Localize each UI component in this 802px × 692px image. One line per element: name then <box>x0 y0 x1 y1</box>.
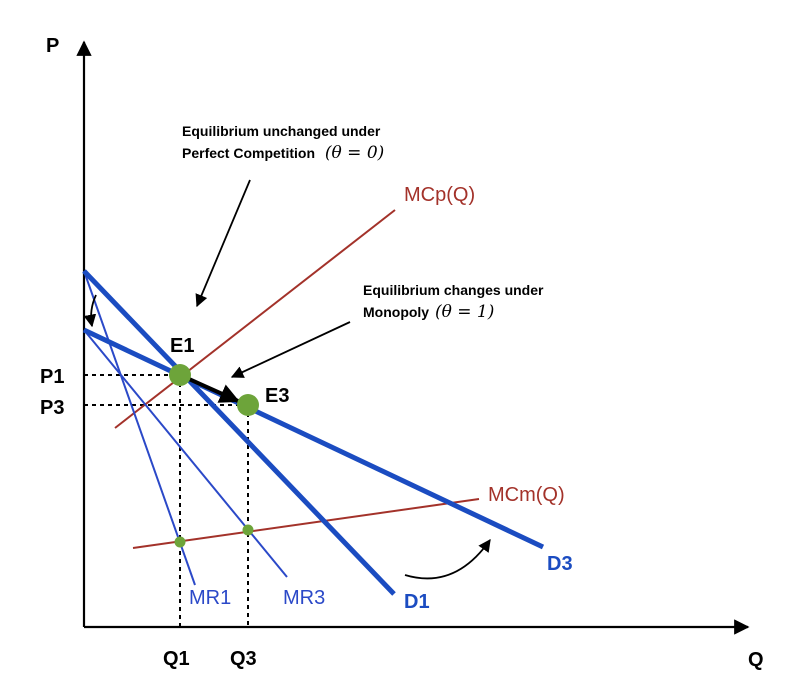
perfect-competition-theta: (θ = 0) <box>325 143 384 163</box>
perfect-competition-arrow-icon <box>195 179 251 308</box>
mr1-label: MR1 <box>189 587 231 609</box>
d1-label: D1 <box>404 591 430 613</box>
monopoly-arrow-icon <box>230 321 351 378</box>
monopoly-line2: Monopoly (θ = 1) <box>363 302 494 322</box>
rotation-arrow-icon <box>83 294 97 328</box>
e1-point <box>169 364 191 386</box>
perfect-competition-line2: Perfect Competition (θ = 0) <box>182 143 384 163</box>
mr3-mcm-intersection-dot <box>242 524 254 536</box>
d1-curve <box>82 269 396 596</box>
mr3-label: MR3 <box>283 587 325 609</box>
mr3-curve <box>83 329 288 578</box>
mcp-label: MCp(Q) <box>404 184 475 206</box>
d3-curve <box>82 327 545 550</box>
mr1-mcm-intersection-dot <box>174 536 186 548</box>
perfect-competition-text: Perfect Competition <box>182 145 315 161</box>
y-axis-label: P <box>46 35 59 57</box>
mcm-label: MCm(Q) <box>488 484 565 506</box>
monopoly-text: Monopoly <box>363 304 429 320</box>
e3-label: E3 <box>265 385 289 407</box>
perfect-competition-line1: Equilibrium unchanged under <box>182 123 381 139</box>
q3-label: Q3 <box>230 648 257 670</box>
p3-label: P3 <box>40 397 64 419</box>
mcp-curve <box>114 209 396 429</box>
x-axis-label: Q <box>748 649 764 671</box>
perfect-competition-annotation: Equilibrium unchanged under Perfect Comp… <box>182 123 384 163</box>
mcm-curve <box>132 498 480 549</box>
monopoly-line1: Equilibrium changes under <box>363 282 544 298</box>
monopoly-theta: (θ = 1) <box>435 302 494 322</box>
guide-lines <box>84 374 249 627</box>
e1-label: E1 <box>170 335 194 357</box>
monopoly-annotation: Equilibrium changes under Monopoly (θ = … <box>363 282 544 322</box>
e3-point <box>237 394 259 416</box>
q1-label: Q1 <box>163 648 190 670</box>
p1-label: P1 <box>40 366 64 388</box>
axes: P Q <box>46 35 764 671</box>
mr1-curve <box>83 270 196 586</box>
curved-arrow-icon <box>404 538 491 580</box>
d3-label: D3 <box>547 553 573 575</box>
